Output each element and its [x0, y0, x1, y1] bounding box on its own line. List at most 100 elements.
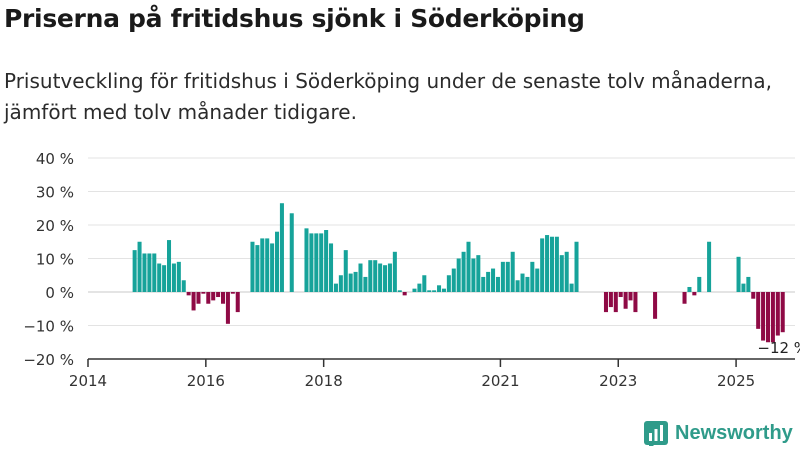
bar	[186, 292, 191, 296]
bar	[520, 273, 525, 292]
bar	[746, 276, 751, 292]
bar	[505, 261, 510, 292]
x-tick-label: 2018	[305, 372, 343, 390]
bar	[162, 265, 167, 292]
bar	[225, 292, 230, 324]
bar	[451, 268, 456, 292]
chart-subtitle: Prisutveckling för fritidshus i Söderköp…	[4, 69, 772, 124]
bar	[515, 280, 520, 292]
bar	[476, 255, 481, 292]
bar	[456, 258, 461, 292]
brand-name: Newsworthy	[675, 421, 793, 444]
bar	[378, 263, 383, 292]
bar	[765, 292, 771, 343]
bar	[206, 292, 211, 304]
bar	[255, 245, 260, 292]
chart-title: Priserna på fritidshus sjönk i Söderköpi…	[4, 4, 585, 33]
bar	[491, 268, 496, 292]
bar	[471, 258, 476, 292]
bar	[338, 275, 343, 292]
bar	[309, 233, 314, 293]
bar	[608, 292, 613, 308]
bar	[618, 292, 623, 298]
y-tick-label: 10 %	[36, 251, 74, 269]
bar	[142, 253, 147, 292]
bar	[216, 292, 221, 298]
bar	[495, 276, 500, 292]
bar	[324, 230, 329, 292]
bar	[358, 263, 363, 292]
bar	[412, 288, 417, 292]
bar	[368, 260, 373, 292]
bar	[275, 231, 280, 292]
bar	[751, 292, 756, 299]
bar	[348, 273, 353, 292]
bar	[191, 292, 196, 311]
bar	[314, 233, 319, 293]
bar	[481, 276, 486, 292]
bar	[289, 213, 294, 292]
bar	[741, 283, 746, 293]
bar	[707, 241, 712, 292]
bar	[432, 290, 437, 292]
x-tick-label: 2021	[481, 372, 519, 390]
bar	[569, 283, 574, 293]
bar	[235, 292, 240, 313]
bar	[564, 251, 569, 292]
y-tick-label: 0 %	[45, 284, 74, 302]
x-tick-label: 2023	[599, 372, 637, 390]
bar	[387, 263, 392, 292]
bar	[437, 285, 442, 292]
bar	[329, 243, 334, 292]
bar	[427, 290, 432, 292]
x-tick-label: 2014	[69, 372, 107, 390]
bar	[211, 292, 216, 301]
bar	[333, 283, 338, 293]
bar	[613, 292, 618, 313]
bar	[500, 261, 505, 292]
bar	[157, 263, 162, 292]
bar	[623, 292, 628, 309]
bar	[628, 292, 633, 301]
bar	[761, 292, 766, 341]
bar	[461, 251, 466, 292]
bar	[510, 251, 515, 292]
newsworthy-logo: Newsworthy	[643, 418, 793, 448]
bar	[775, 292, 780, 336]
bar	[171, 263, 176, 292]
y-tick-label: 40 %	[36, 150, 74, 168]
bar	[545, 235, 550, 292]
bar	[402, 292, 407, 296]
bar	[167, 240, 172, 292]
bar	[682, 292, 687, 304]
bar	[466, 241, 471, 292]
bar	[530, 261, 535, 292]
x-tick-label: 2025	[717, 372, 755, 390]
bar	[260, 238, 265, 292]
bar	[736, 256, 741, 292]
bars	[132, 203, 785, 343]
y-tick-label: −10 %	[23, 318, 74, 336]
bar	[319, 233, 324, 293]
bar	[230, 292, 235, 294]
bar	[559, 255, 564, 292]
bar	[574, 241, 579, 292]
bar	[221, 292, 226, 304]
bar	[417, 283, 422, 293]
bar	[549, 236, 554, 292]
bar	[697, 276, 702, 292]
y-tick-label: 20 %	[36, 217, 74, 235]
bar	[687, 286, 692, 292]
bar	[132, 250, 137, 293]
labels: 40 % 30 % 20 % 10 % 0 % −10 % −20 % 2014 2016 201…	[23, 150, 800, 390]
bar	[265, 238, 270, 292]
bar	[196, 292, 201, 304]
bar	[279, 203, 284, 292]
bar	[653, 292, 658, 319]
bar	[603, 292, 608, 313]
bar	[780, 292, 785, 333]
bar	[486, 271, 491, 292]
bar	[147, 253, 152, 292]
bar	[201, 292, 206, 294]
